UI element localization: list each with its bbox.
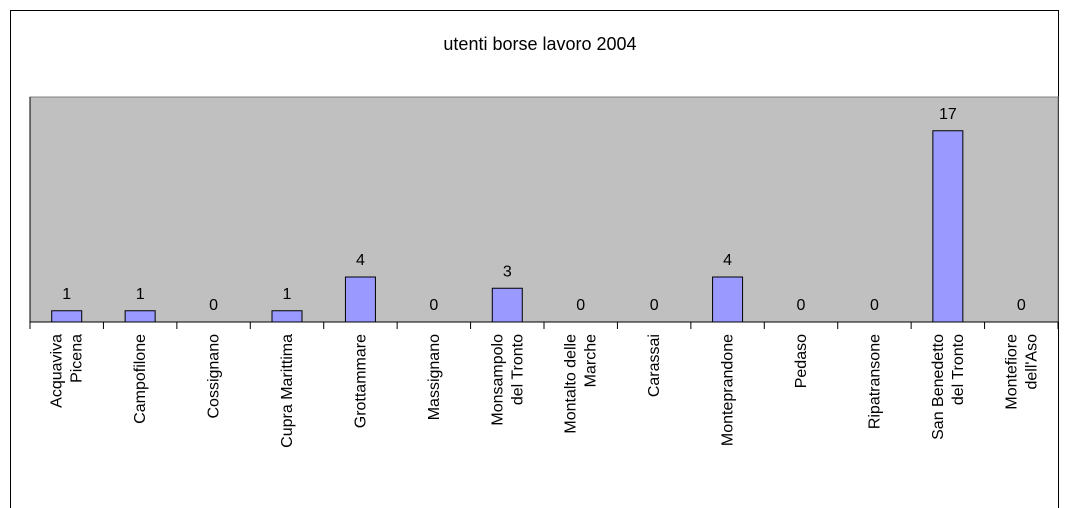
x-tick-label-line: Montefiore (1003, 334, 1020, 410)
value-label: 0 (650, 297, 659, 314)
value-label: 0 (429, 297, 438, 314)
value-label: 3 (503, 263, 512, 280)
value-label: 0 (1017, 297, 1026, 314)
x-tick-label: Ripatransone (866, 334, 883, 429)
x-tick-label-line: Cossignano (206, 334, 223, 419)
x-tick-label: Acquaviva Picena (49, 334, 86, 408)
value-label: 1 (62, 286, 71, 303)
x-tick-label-line: Monsampolo (489, 334, 506, 426)
value-label: 4 (723, 252, 732, 269)
value-label: 0 (870, 297, 879, 314)
chart-title: utenti borse lavoro 2004 (443, 34, 636, 54)
x-tick-label: Montalto delle Marche (563, 334, 600, 434)
x-tick-label: Campofilone (132, 334, 149, 424)
x-tick-label: San Benedetto del Tronto (930, 334, 967, 440)
x-tick-label-line: San Benedetto (930, 334, 947, 440)
bar (51, 310, 83, 323)
bar (271, 310, 303, 323)
x-tick-label: Montefiore dell'Aso (1003, 334, 1040, 410)
x-tick-label-line: Carassai (646, 334, 663, 397)
value-label: 17 (939, 106, 957, 123)
x-tick-label: Cossignano (206, 334, 223, 419)
x-tick-label-line: Montalto delle (563, 334, 580, 434)
x-tick-label: Monteprandone (720, 334, 737, 446)
x-tick-label-line: Picena (69, 334, 86, 383)
x-tick-label-line: dell'Aso (1023, 334, 1040, 390)
plot-area (29, 96, 1059, 323)
x-tick-label: Carassai (646, 334, 663, 397)
x-tick-label-line: Massignano (426, 334, 443, 420)
bar (932, 130, 964, 323)
x-tick-label-line: Ripatransone (866, 334, 883, 429)
x-tick-label-line: Marche (583, 334, 600, 387)
x-tick-label-line: Grottammare (352, 334, 369, 428)
x-tick-label-line: Campofilone (132, 334, 149, 424)
bar (712, 276, 744, 323)
x-tick-label-line: Monteprandone (720, 334, 737, 446)
value-label: 1 (136, 286, 145, 303)
bar (491, 287, 523, 323)
bar (124, 310, 156, 323)
value-label: 0 (209, 297, 218, 314)
x-tick-label-line: del Tronto (950, 334, 967, 405)
value-label: 4 (356, 252, 365, 269)
bar (344, 276, 376, 323)
x-tick-label: Massignano (426, 334, 443, 420)
x-tick-label-line: Acquaviva (49, 334, 66, 408)
value-label: 0 (797, 297, 806, 314)
x-tick-label: Grottammare (352, 334, 369, 428)
x-tick-label: Cupra Marittima (279, 334, 296, 448)
x-tick-label: Monsampolo del Tronto (489, 334, 526, 426)
value-label: 1 (283, 286, 292, 303)
x-tick-label: Pedaso (793, 334, 810, 388)
x-tick-label-line: del Tronto (509, 334, 526, 405)
x-tick-label-line: Pedaso (793, 334, 810, 388)
value-label: 0 (576, 297, 585, 314)
x-tick-label-line: Cupra Marittima (279, 334, 296, 448)
